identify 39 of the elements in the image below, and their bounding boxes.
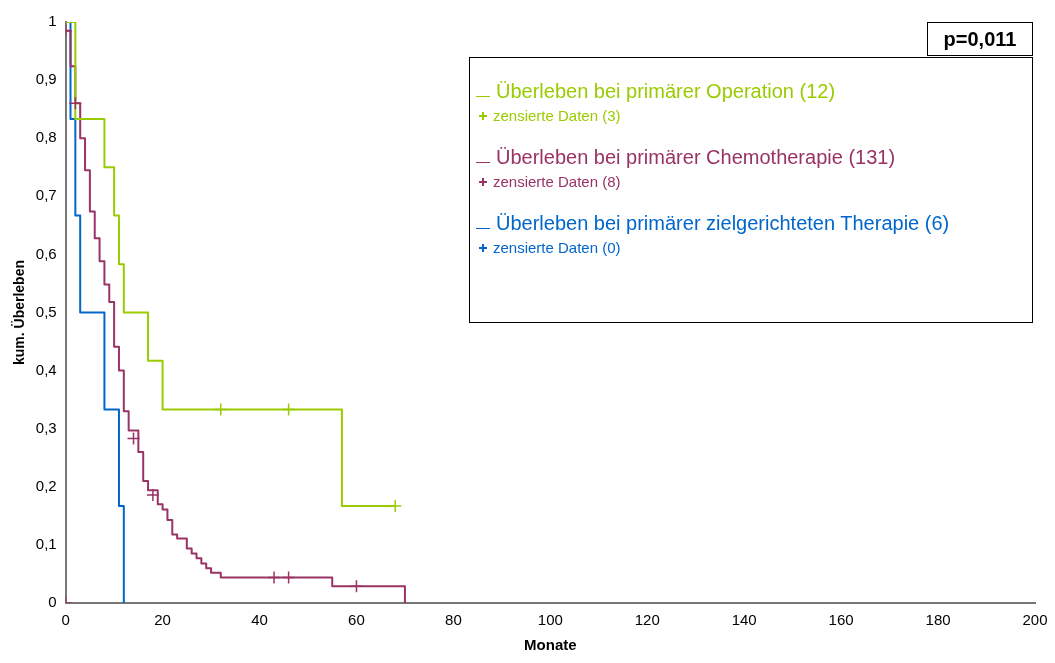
y-tick-label: 0,5	[35, 302, 57, 320]
legend-label: Überleben bei primärer Operation (12)	[496, 80, 836, 103]
x-tick-label: 0	[61, 611, 70, 629]
x-tick-label: 140	[731, 611, 757, 629]
legend-label: zensierte Daten (3)	[493, 107, 621, 124]
point	[281, 402, 296, 417]
legend-label: zensierte Daten (0)	[493, 239, 621, 256]
legend-label: Überleben bei primärer zielgerichteten Therapie (6)	[496, 212, 950, 235]
y-tick-label: 0,7	[35, 186, 57, 204]
y-tick-label: 0,6	[35, 244, 57, 262]
x-tick-label: 160	[828, 611, 854, 629]
y-axis-title: kum. Überleben	[11, 259, 28, 366]
y-tick-label: 0,2	[35, 476, 57, 494]
x-tick-label: 40	[251, 611, 268, 629]
x-axis-title: Monate	[524, 636, 577, 654]
point	[146, 488, 160, 502]
point	[267, 570, 281, 585]
x-tick-label: 60	[348, 611, 365, 629]
point	[214, 402, 228, 417]
y-tick-label: 0,9	[35, 70, 57, 88]
y-tick-label: 1	[48, 12, 57, 30]
point	[281, 570, 296, 585]
point	[68, 96, 83, 111]
y-tick-label: 0,3	[35, 418, 57, 436]
x-tick-label: 100	[537, 611, 563, 629]
y-tick-label: 0,1	[35, 535, 57, 553]
y-tick-label: 0,4	[35, 360, 57, 378]
y-tick-label: 0,8	[35, 128, 57, 146]
legend-label: Überleben bei primärer Chemotherapie (131)	[496, 146, 896, 169]
y-tick-label: 0	[48, 593, 57, 611]
x-tick-label: 20	[154, 611, 171, 629]
annotation: p=0,011	[927, 22, 1033, 56]
x-tick-label: 200	[1022, 611, 1048, 629]
point	[349, 579, 364, 593]
x-tick-label: 120	[634, 611, 660, 629]
x-tick-label: 80	[445, 611, 462, 629]
point	[126, 431, 141, 446]
x-tick-label: 180	[925, 611, 951, 629]
legend-label: zensierte Daten (8)	[493, 173, 621, 190]
